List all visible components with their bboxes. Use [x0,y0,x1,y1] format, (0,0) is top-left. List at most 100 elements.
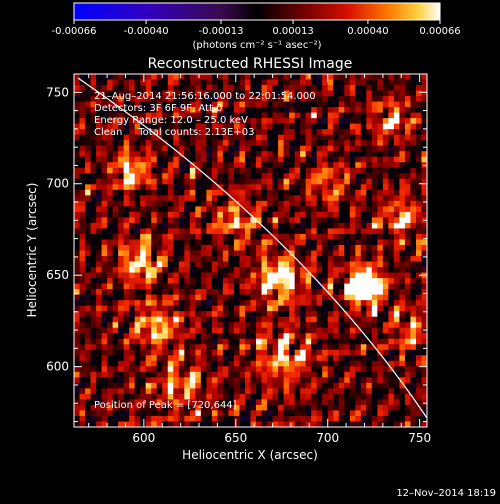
heatmap-cell [349,344,356,351]
heatmap-cell [195,256,202,262]
heatmap-cell [85,267,91,273]
heatmap-cell [206,371,213,378]
heatmap-cell [195,228,202,235]
heatmap-cell [156,151,163,158]
heatmap-cell [145,145,152,152]
heatmap-cell [360,327,367,334]
heatmap-cell [404,178,411,185]
heatmap-cell [85,256,91,262]
heatmap-cell [151,261,158,268]
heatmap-cell [200,107,207,114]
heatmap-cell [316,311,323,318]
heatmap-cell [178,206,185,213]
heatmap-cell [244,404,251,411]
heatmap-cell [322,289,329,296]
heatmap-cell [294,145,301,152]
heatmap-cell [399,322,406,329]
heatmap-cell [421,278,427,284]
heatmap-cell [107,377,114,384]
heatmap-cell [96,195,102,202]
heatmap-cell [322,415,329,422]
heatmap-cell [289,101,296,108]
heatmap-cell [206,283,213,290]
heatmap-cell [366,217,373,224]
heatmap-cell [261,311,268,318]
heatmap-cell [178,289,185,296]
heatmap-cell [316,167,323,174]
heatmap-cell [112,79,119,86]
heatmap-cell [300,289,307,296]
heatmap-cell [327,96,334,102]
heatmap-cell [278,228,284,235]
heatmap-cell [377,145,384,152]
heatmap-cell [140,399,147,406]
heatmap-cell [272,101,279,108]
heatmap-cell [366,344,373,351]
heatmap-cell [217,178,224,185]
heatmap-cell [134,90,141,97]
heatmap-cell [112,244,119,251]
heatmap-cell [404,344,411,351]
heatmap-cell [415,305,422,312]
heatmap-cell [294,233,301,240]
heatmap-cell [211,421,218,427]
heatmap-cell [118,189,125,196]
heatmap-cell [151,101,158,108]
heatmap-cell [156,272,163,279]
heatmap-cell [289,156,296,163]
heatmap-cell [189,206,196,213]
heatmap-cell [134,261,141,268]
heatmap-cell [129,239,136,246]
heatmap-cell [349,101,356,108]
heatmap-cell [129,156,136,163]
heatmap-cell [228,349,235,356]
heatmap-cell [404,107,411,114]
heatmap-cell [228,404,235,411]
heatmap-cell [344,360,351,367]
heatmap-cell [322,300,329,307]
heatmap-cell [261,327,268,334]
heatmap-cell [107,278,114,284]
heatmap-cell [399,134,406,141]
heatmap-cell [195,145,202,152]
heatmap-cell [233,107,240,114]
heatmap-cell [206,333,213,340]
heatmap-cell [222,250,229,257]
heatmap-cell [338,167,345,174]
x-axis-ticks [88,74,421,427]
heatmap-cell [233,349,240,356]
heatmap-cell [79,228,86,235]
heatmap-cell [338,85,345,91]
heatmap-cell [211,178,218,185]
heatmap-cell [107,184,114,191]
heatmap-cell [90,129,97,136]
heatmap-cell [333,272,340,279]
heatmap-cell [333,250,340,257]
heatmap-cell [107,101,114,108]
heatmap-cell [101,250,108,257]
heatmap-cell [206,377,213,384]
heatmap-cell [366,415,373,422]
heatmap-cell [178,85,185,91]
heatmap-cell [112,184,119,191]
heatmap-cell [371,393,378,400]
heatmap-cell [283,327,290,334]
heatmap-cell [333,118,340,125]
heatmap-cell [162,289,169,296]
heatmap-cell [85,300,91,307]
heatmap-cell [96,311,102,318]
heatmap-cell [267,267,273,273]
heatmap-cell [118,338,125,345]
heatmap-cell [393,118,400,125]
heatmap-cell [410,178,417,185]
heatmap-cell [107,256,114,262]
heatmap-cell [156,316,163,323]
heatmap-cell [355,294,362,301]
heatmap-cell [316,377,323,384]
heatmap-cell [112,267,119,273]
heatmap-cell [300,393,307,400]
heatmap-cell [267,311,273,318]
heatmap-cell [217,355,224,362]
heatmap-cell [123,327,130,334]
heatmap-cell [349,278,356,284]
